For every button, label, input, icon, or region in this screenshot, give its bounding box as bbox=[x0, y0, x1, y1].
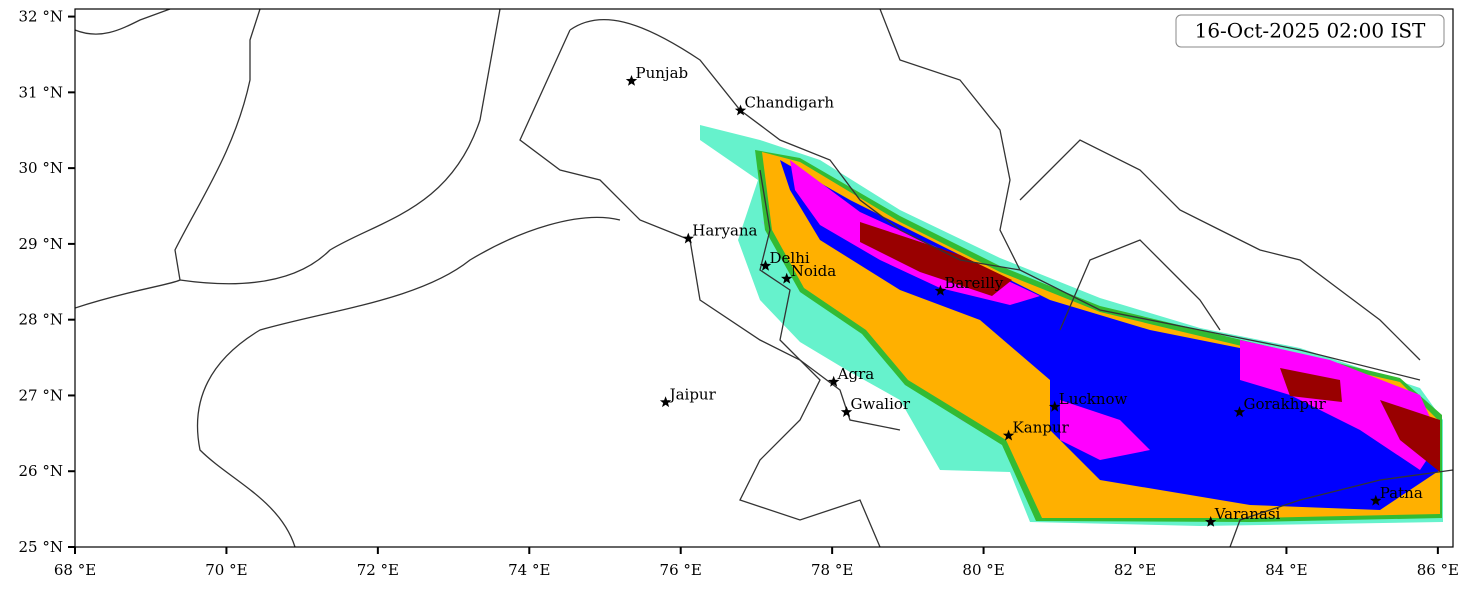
x-tick-label: 76 °E bbox=[660, 561, 702, 579]
timestamp-box bbox=[1175, 14, 1445, 48]
city-label: Chandigarh bbox=[745, 94, 835, 112]
timestamp: 16-Oct-2025 02:00 IST bbox=[1195, 19, 1426, 43]
city-marker bbox=[840, 406, 853, 417]
city-label: Punjab bbox=[636, 64, 689, 82]
city-label: Delhi bbox=[770, 249, 810, 267]
x-tick-label: 82 °E bbox=[1114, 561, 1156, 579]
x-tick-label: 72 °E bbox=[357, 561, 399, 579]
city-marker bbox=[934, 284, 947, 296]
x-tick-label: 70 °E bbox=[205, 561, 247, 579]
x-tick-label: 86 °E bbox=[1417, 561, 1459, 579]
city-label: Gwalior bbox=[851, 395, 911, 413]
rainfall-field bbox=[75, 9, 1453, 547]
city-marker bbox=[759, 259, 772, 271]
city-label: Jaipur bbox=[668, 385, 717, 403]
city-marker bbox=[1205, 516, 1217, 527]
map-frame bbox=[74, 8, 1454, 548]
city-label: Agra bbox=[837, 365, 875, 383]
city-marker bbox=[1233, 406, 1246, 417]
city-label: Haryana bbox=[692, 222, 757, 240]
y-tick-label: 32 °N bbox=[19, 8, 63, 26]
x-tick-label: 84 °E bbox=[1265, 561, 1307, 579]
city-label: Varanasi bbox=[1214, 505, 1281, 523]
y-tick-label: 31 °N bbox=[19, 83, 63, 101]
city-label: Gorakhpur bbox=[1243, 395, 1326, 413]
city-marker bbox=[1002, 429, 1015, 441]
city-marker bbox=[734, 104, 747, 116]
y-tick-label: 30 °N bbox=[19, 159, 63, 177]
y-tick-label: 26 °N bbox=[19, 462, 63, 480]
city-marker bbox=[625, 75, 638, 86]
x-tick-label: 68 °E bbox=[54, 561, 96, 579]
city-marker bbox=[659, 396, 672, 408]
city-label: Lucknow bbox=[1059, 390, 1128, 408]
city-label: Patna bbox=[1380, 484, 1423, 502]
city-marker bbox=[682, 232, 694, 244]
x-tick-label: 74 °E bbox=[508, 561, 550, 579]
city-label: Noida bbox=[791, 262, 837, 280]
city-marker bbox=[1049, 400, 1061, 412]
y-tick-label: 28 °N bbox=[19, 311, 63, 329]
city-label: Bareilly bbox=[944, 274, 1003, 292]
y-tick-label: 27 °N bbox=[19, 386, 63, 404]
city-marker bbox=[1370, 494, 1382, 506]
city-marker bbox=[781, 272, 793, 284]
y-tick-label: 25 °N bbox=[19, 538, 63, 556]
y-tick-label: 29 °N bbox=[19, 235, 63, 253]
city-marker bbox=[828, 375, 840, 387]
x-tick-label: 80 °E bbox=[962, 561, 1004, 579]
x-tick-label: 78 °E bbox=[811, 561, 853, 579]
city-label: Kanpur bbox=[1013, 419, 1070, 437]
